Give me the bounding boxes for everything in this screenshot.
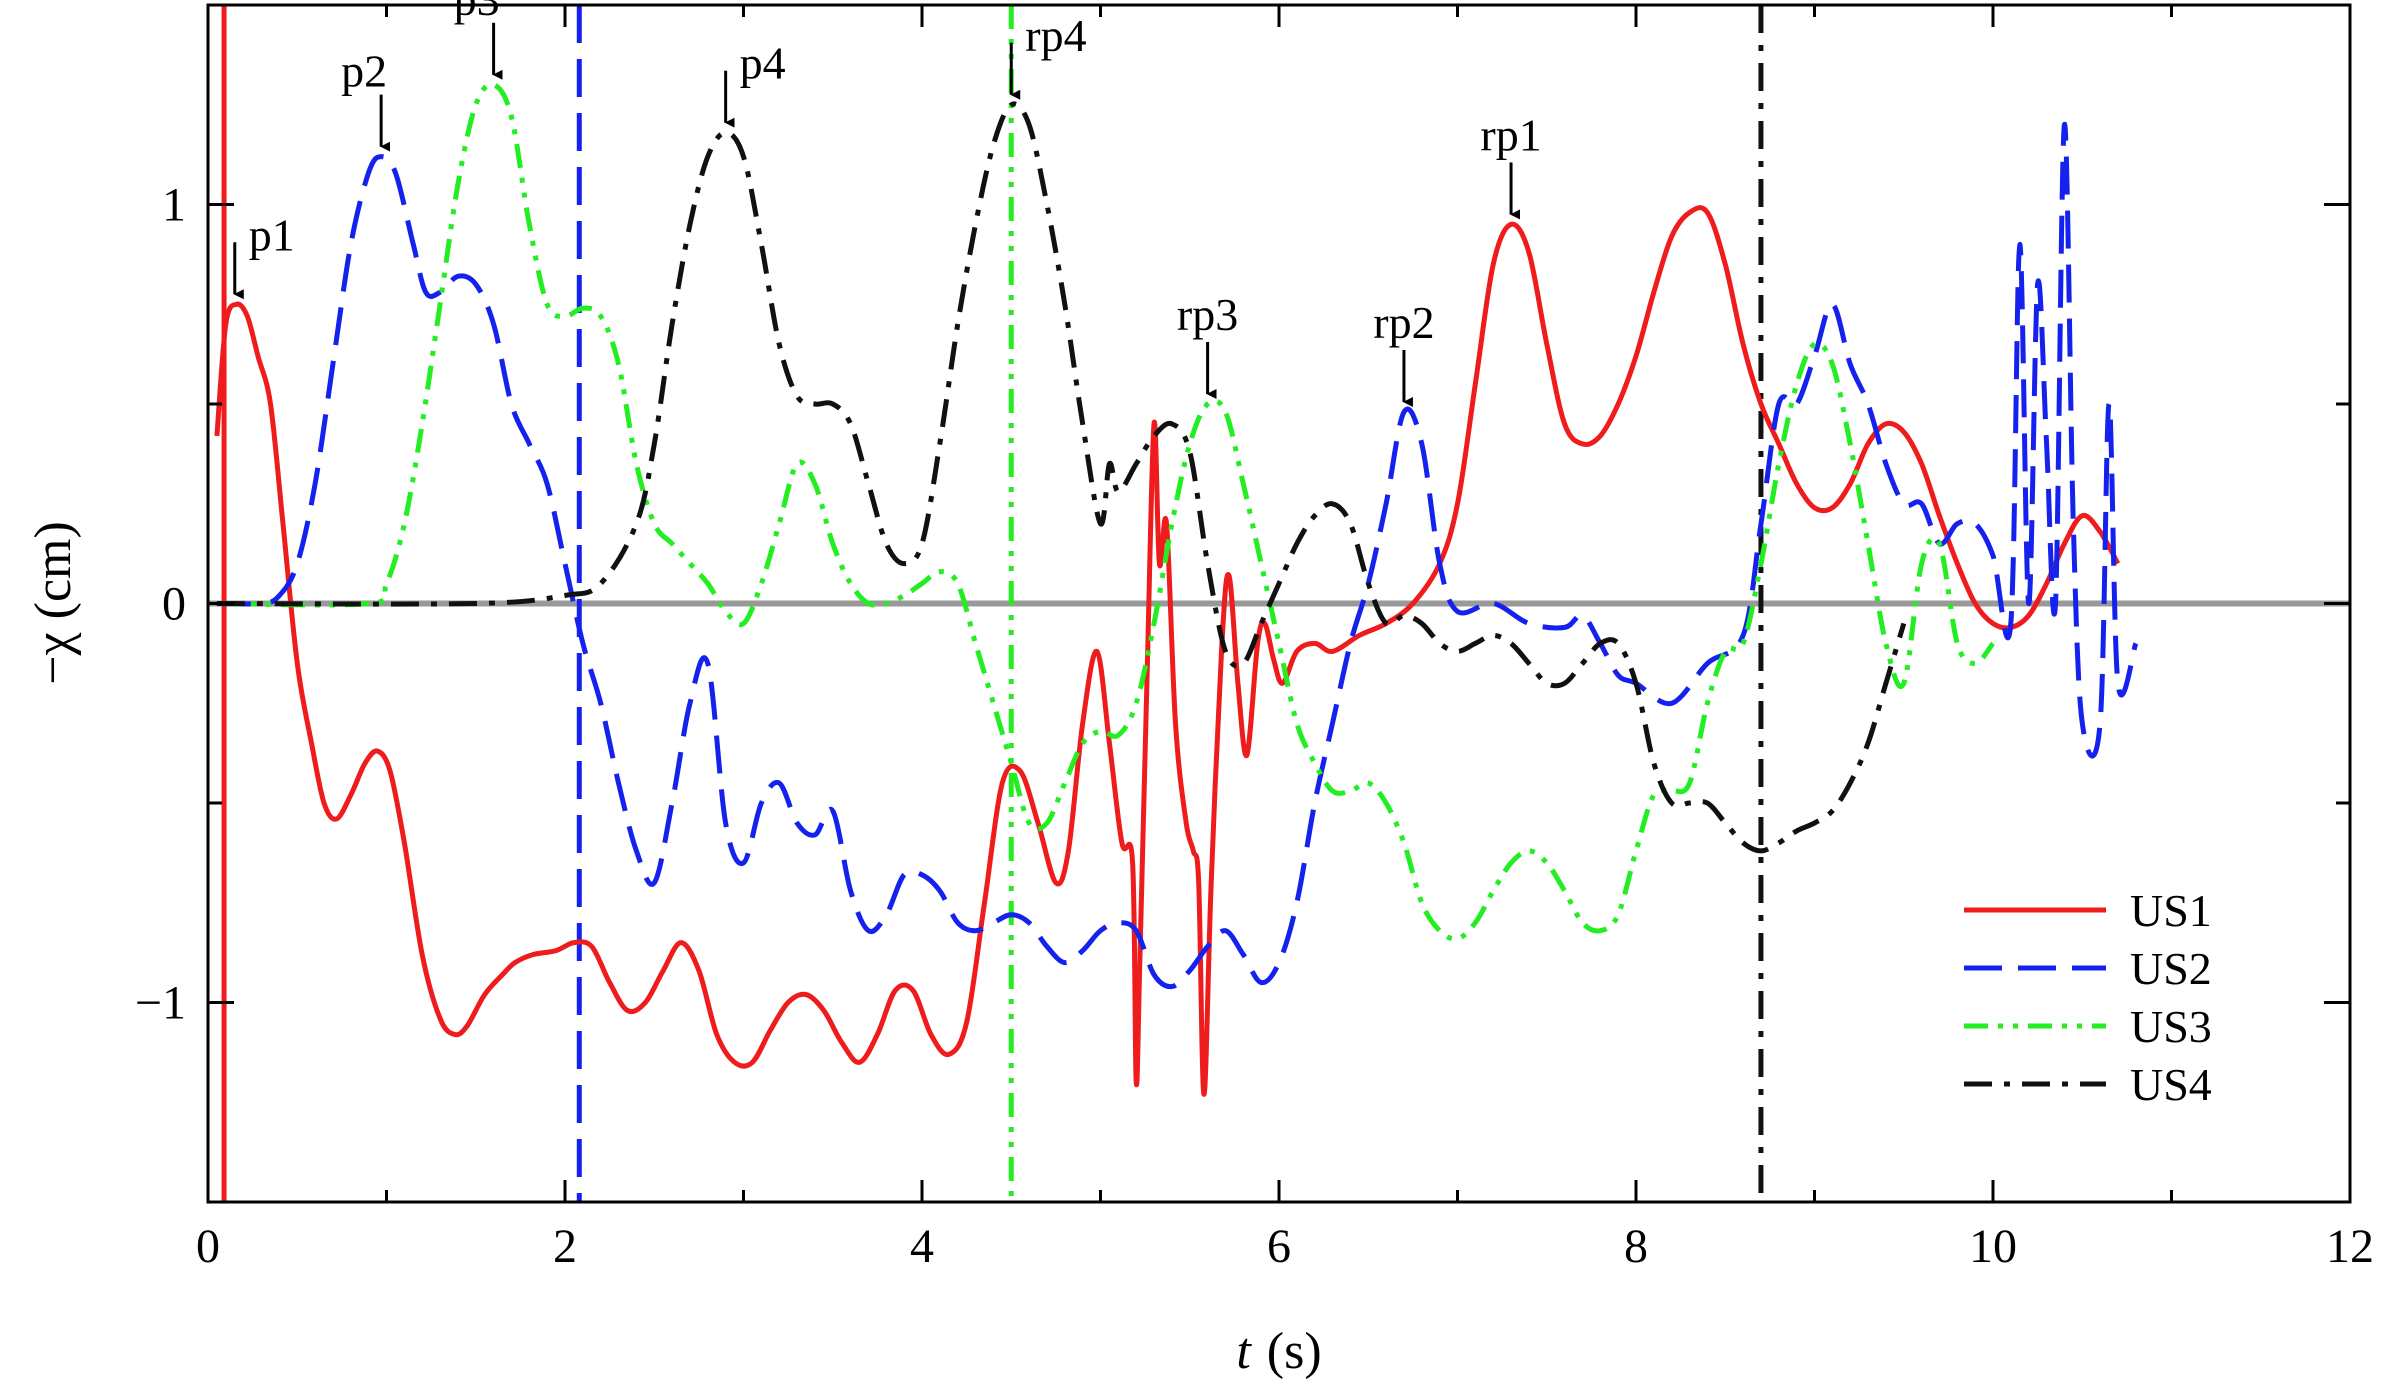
x-tick-label: 0	[196, 1220, 220, 1273]
x-tick-label: 6	[1267, 1220, 1291, 1273]
legend-label-us3: US3	[2130, 1001, 2212, 1052]
x-axis-label-unit: (s)	[1267, 1323, 1322, 1380]
y-axis-label: −χ (cm)	[25, 521, 82, 685]
annotation-label-p4: p4	[740, 38, 786, 89]
series-us2-line	[216, 122, 2139, 990]
annotation-label-rp4: rp4	[1025, 10, 1086, 61]
x-tick-label: 4	[910, 1220, 934, 1273]
x-tick-label: 12	[2326, 1220, 2374, 1273]
series-us3-line	[216, 81, 1995, 942]
annotation-label-p1: p1	[249, 209, 295, 260]
y-tick-label: 1	[162, 179, 186, 232]
x-axis-label-var: t	[1236, 1323, 1252, 1380]
series-layer	[214, 81, 2139, 1097]
y-tick-label: −1	[135, 977, 186, 1030]
legend: US1 US2 US3 US4	[1964, 885, 2212, 1110]
y-tick-label: 0	[162, 578, 186, 631]
legend-label-us2: US2	[2130, 943, 2212, 994]
x-tick-label: 10	[1969, 1220, 2017, 1273]
annotation-label-rp2: rp2	[1373, 297, 1434, 348]
x-tick-label: 2	[553, 1220, 577, 1273]
annotations-layer: p1p2p3p4rp4rp3rp2rp1	[233, 0, 1542, 407]
series-us1-line	[214, 205, 2121, 1097]
annotation-label-p2: p2	[341, 46, 387, 97]
legend-label-us1: US1	[2130, 885, 2212, 936]
annotation-label-rp3: rp3	[1177, 289, 1238, 340]
ticks-layer: 0 2 4 6 8 10 12 −1 0 1	[135, 5, 2374, 1273]
series-us4-line	[216, 101, 1907, 854]
x-tick-label: 8	[1624, 1220, 1648, 1273]
legend-label-us4: US4	[2130, 1059, 2212, 1110]
annotation-label-rp1: rp1	[1480, 109, 1541, 160]
x-axis-label: t (s)	[1236, 1323, 1321, 1380]
